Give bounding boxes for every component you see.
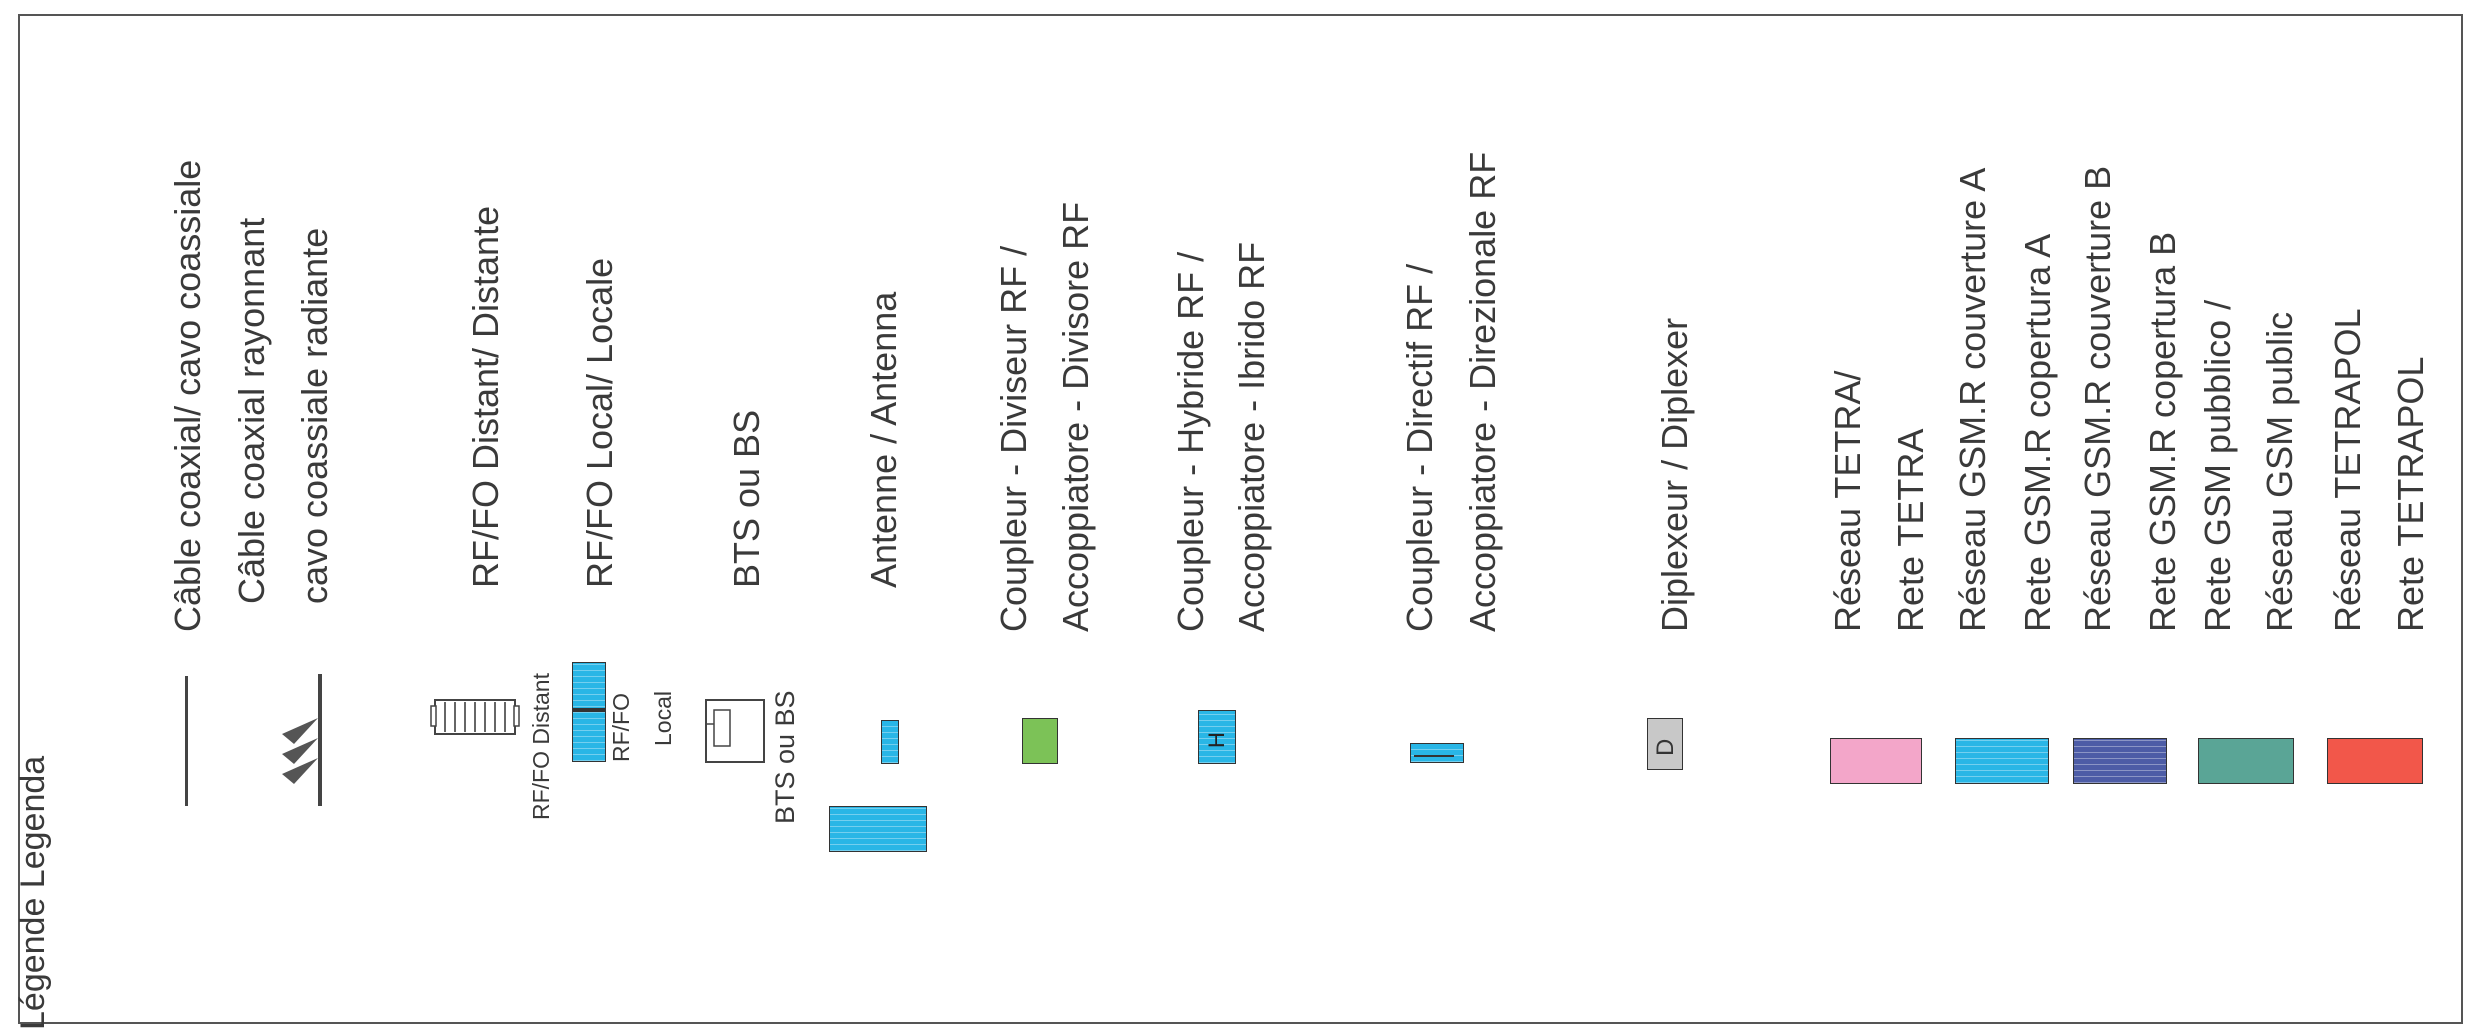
radiating-cable-label-line2: cavo coassiale radiante (294, 227, 335, 604)
bts-label: BTS ou BS (726, 409, 767, 588)
gsm-public-swatch (2198, 738, 2294, 784)
antenna-label: Antenne / Antenna (863, 291, 904, 588)
tetrapol-label-line1: Réseau TETRAPOL (2327, 308, 2368, 632)
splitter-label-line1: Coupleur - Diviseur RF / (993, 245, 1034, 632)
rf-fo-local-symbol-label-line1: RF/FO (608, 693, 634, 762)
gsmr-b-label-line1: Réseau GSM.R couverture B (2077, 165, 2118, 632)
rf-fo-distant-symbol (430, 699, 520, 735)
legend-frame (18, 14, 2463, 1024)
gsmr-a-label-line2: Rete GSM.R copertura A (2017, 233, 2058, 632)
rf-fo-local-symbol (572, 662, 606, 762)
tetrapol-label-line2: Rete TETRAPOL (2390, 356, 2431, 632)
bts-symbol (705, 699, 765, 763)
tetra-label-line1: Réseau TETRA/ (1827, 370, 1868, 632)
tetrapol-swatch (2327, 738, 2423, 784)
tetra-label-line2: Rete TETRA (1890, 428, 1931, 632)
coax-cable-label: Câble coaxial/ cavo coassiale (167, 159, 208, 632)
gsm-public-label-line1: Rete GSM pubblico / (2197, 299, 2238, 632)
hybrid-symbol (1198, 710, 1236, 764)
radiating-cable-label-line1: Câble coaxial rayonnant (231, 217, 272, 604)
directional-coupler-inner-line (1414, 755, 1454, 757)
rf-fo-distant-symbol-label: RF/FO Distant (528, 673, 554, 820)
gsm-public-label-line2: Réseau GSM public (2259, 311, 2300, 632)
tetra-swatch (1830, 738, 1922, 784)
gsmr-a-swatch (1955, 738, 2049, 784)
diplexer-symbol (1647, 718, 1683, 770)
gsmr-a-label-line1: Réseau GSM.R couverture A (1952, 167, 1993, 632)
diplexer-symbol-letter: D (1652, 738, 1679, 756)
gsmr-b-label-line2: Rete GSM.R copertura B (2142, 231, 2183, 632)
rf-fo-local-symbol-label-line2: Local (650, 691, 676, 746)
antenna-symbol-small (881, 720, 899, 764)
hybrid-label-line2: Accoppiatore - Ibrido RF (1231, 241, 1272, 632)
directional-coupler-symbol (1410, 743, 1464, 763)
gsmr-b-swatch (2073, 738, 2167, 784)
splitter-label-line2: Accoppiatore - Divisore RF (1055, 201, 1096, 632)
bts-symbol-label: BTS ou BS (770, 690, 800, 824)
directional-label-line1: Coupleur - Directif RF / (1399, 263, 1440, 632)
diplexer-label: Diplexeur / Diplexer (1654, 317, 1695, 632)
coax-cable-symbol (185, 676, 188, 806)
splitter-symbol (1022, 718, 1058, 764)
antenna-symbol-large (829, 806, 927, 852)
rf-fo-local-divider (572, 708, 606, 712)
radiating-cable-symbol (282, 674, 322, 806)
hybrid-symbol-letter: H (1204, 732, 1229, 748)
rf-fo-distant-label: RF/FO Distant/ Distante (465, 205, 506, 588)
rf-fo-local-label: RF/FO Local/ Locale (579, 257, 620, 588)
legend-title: Légende Legenda (14, 755, 52, 1030)
hybrid-label-line1: Coupleur - Hybride RF / (1170, 251, 1211, 632)
directional-label-line2: Accoppiatore - Direzionale RF (1462, 151, 1503, 632)
